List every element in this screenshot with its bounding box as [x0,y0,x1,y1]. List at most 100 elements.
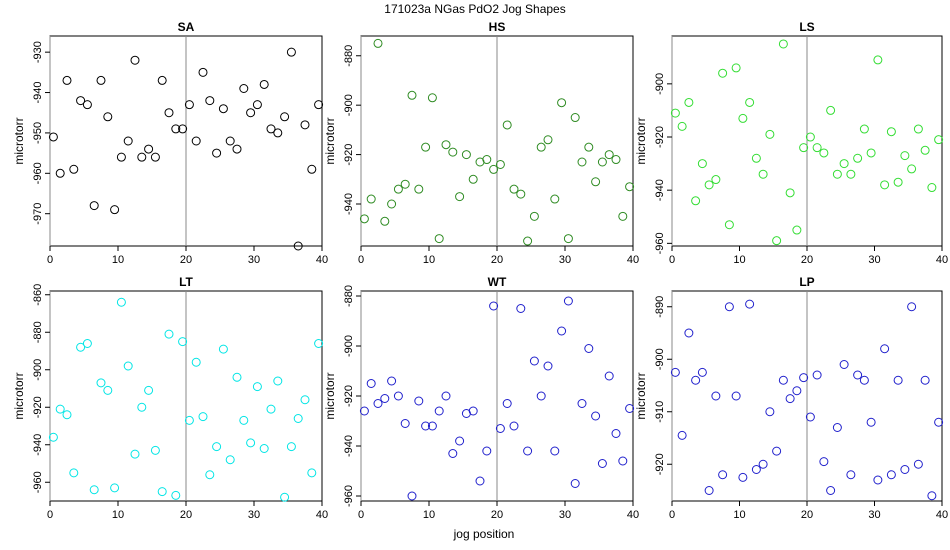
y-tick-label-lt: -960 [32,471,44,493]
y-tick-label-hs: -920 [343,144,355,166]
data-point-wt [523,446,533,456]
data-point-wt [427,421,437,431]
data-point-sa [218,104,228,114]
data-point-ls [819,148,829,158]
y-tick-label-lp: -910 [654,401,666,423]
data-point-ls [765,129,775,139]
data-point-sa [178,124,188,134]
data-point-lp [934,417,944,427]
data-point-sa [137,152,147,162]
data-point-lp [697,367,707,377]
y-axis-label-lt: microtorr [12,372,26,419]
data-point-sa [130,55,140,65]
x-tick-label-ls: 30 [868,254,880,266]
data-point-lt [76,342,86,352]
data-point-ls [839,159,849,169]
x-tick-label-lp: 20 [801,509,813,521]
data-point-lp [677,430,687,440]
data-point-wt [393,391,403,401]
data-point-sa [198,67,208,77]
data-point-hs [468,174,478,184]
x-tick-label-sa: 0 [47,254,53,266]
data-point-sa [55,168,65,178]
y-tick-label-wt: -920 [343,385,355,407]
data-point-wt [591,411,601,421]
data-point-lt [116,297,126,307]
data-point-wt [482,446,492,456]
data-point-sa [110,205,120,215]
data-point-ls [846,169,856,179]
data-point-lt [300,395,310,405]
data-point-ls [920,145,930,155]
data-point-lt [89,485,99,495]
x-tick-label-ls: 40 [936,254,948,266]
x-tick-label-sa: 10 [112,254,124,266]
data-point-wt [502,399,512,408]
data-point-ls [758,169,768,179]
data-point-ls [853,153,863,163]
data-point-lt [314,339,324,348]
data-point-lt [218,344,228,354]
data-point-sa [252,100,262,110]
data-point-lp [839,360,849,369]
data-point-ls [738,113,748,123]
x-tick-label-lp: 40 [936,509,948,521]
data-point-sa [307,164,317,174]
data-point-lt [137,402,147,412]
data-point-lp [745,299,755,309]
panel-lp: LP 0 10 20 30 40 -890 -900 -910 -920 microtorr [634,275,948,521]
data-point-lt [266,404,276,414]
data-point-lp [846,470,856,480]
data-point-hs [509,184,519,194]
data-point-ls [886,127,896,137]
data-point-ls [873,55,883,65]
data-point-ls [778,39,788,49]
data-point-ls [799,143,809,153]
data-point-lp [832,423,842,432]
x-tick-label-lt: 20 [180,509,192,521]
y-tick-label-lp: -890 [654,296,666,318]
data-point-hs [563,234,573,244]
data-point-lt [246,438,256,448]
data-point-sa [232,144,242,154]
x-tick-label-wt: 10 [423,509,435,521]
data-point-wt [441,391,451,401]
data-point-hs [441,140,451,150]
data-point-ls [731,63,741,73]
y-tick-label-lt: -880 [32,321,44,343]
data-point-sa [191,136,201,146]
data-point-hs [557,98,567,108]
data-point-wt [509,421,519,431]
y-tick-label-lt: -920 [32,396,44,418]
y-tick-label-hs: -940 [343,193,355,215]
data-point-lt [48,432,58,442]
data-point-sa [76,96,86,106]
data-point-ls [711,175,721,185]
data-point-wt [625,404,635,413]
data-point-hs [421,142,431,152]
data-point-wt [366,379,376,388]
data-point-hs [584,142,594,152]
data-point-lt [164,329,174,339]
data-point-sa [286,47,296,57]
data-point-wt [611,429,621,438]
data-point-lp [738,472,748,482]
panel-title-lt: LT [179,275,193,289]
data-point-lt [96,378,106,388]
panel-hs: HS 0 10 20 30 40 -880 -900 -920 -940 microtorr [323,20,639,266]
data-point-lp [704,486,714,495]
y-tick-label-hs: -900 [343,94,355,116]
panel-title-wt: WT [488,275,507,289]
data-point-lt [252,382,262,392]
y-tick-label-sa: -940 [32,82,44,104]
data-point-lp [900,465,910,474]
data-point-ls [805,132,815,142]
data-point-hs [502,120,512,130]
figure-title: 171023a NGas PdO2 Jog Shapes [384,2,565,16]
data-point-lp [765,407,775,417]
data-point-lt [286,442,296,452]
y-tick-label-lp: -900 [654,348,666,370]
data-point-ls [718,68,728,78]
panel-title-lp: LP [799,275,814,289]
data-point-lp [799,373,809,383]
